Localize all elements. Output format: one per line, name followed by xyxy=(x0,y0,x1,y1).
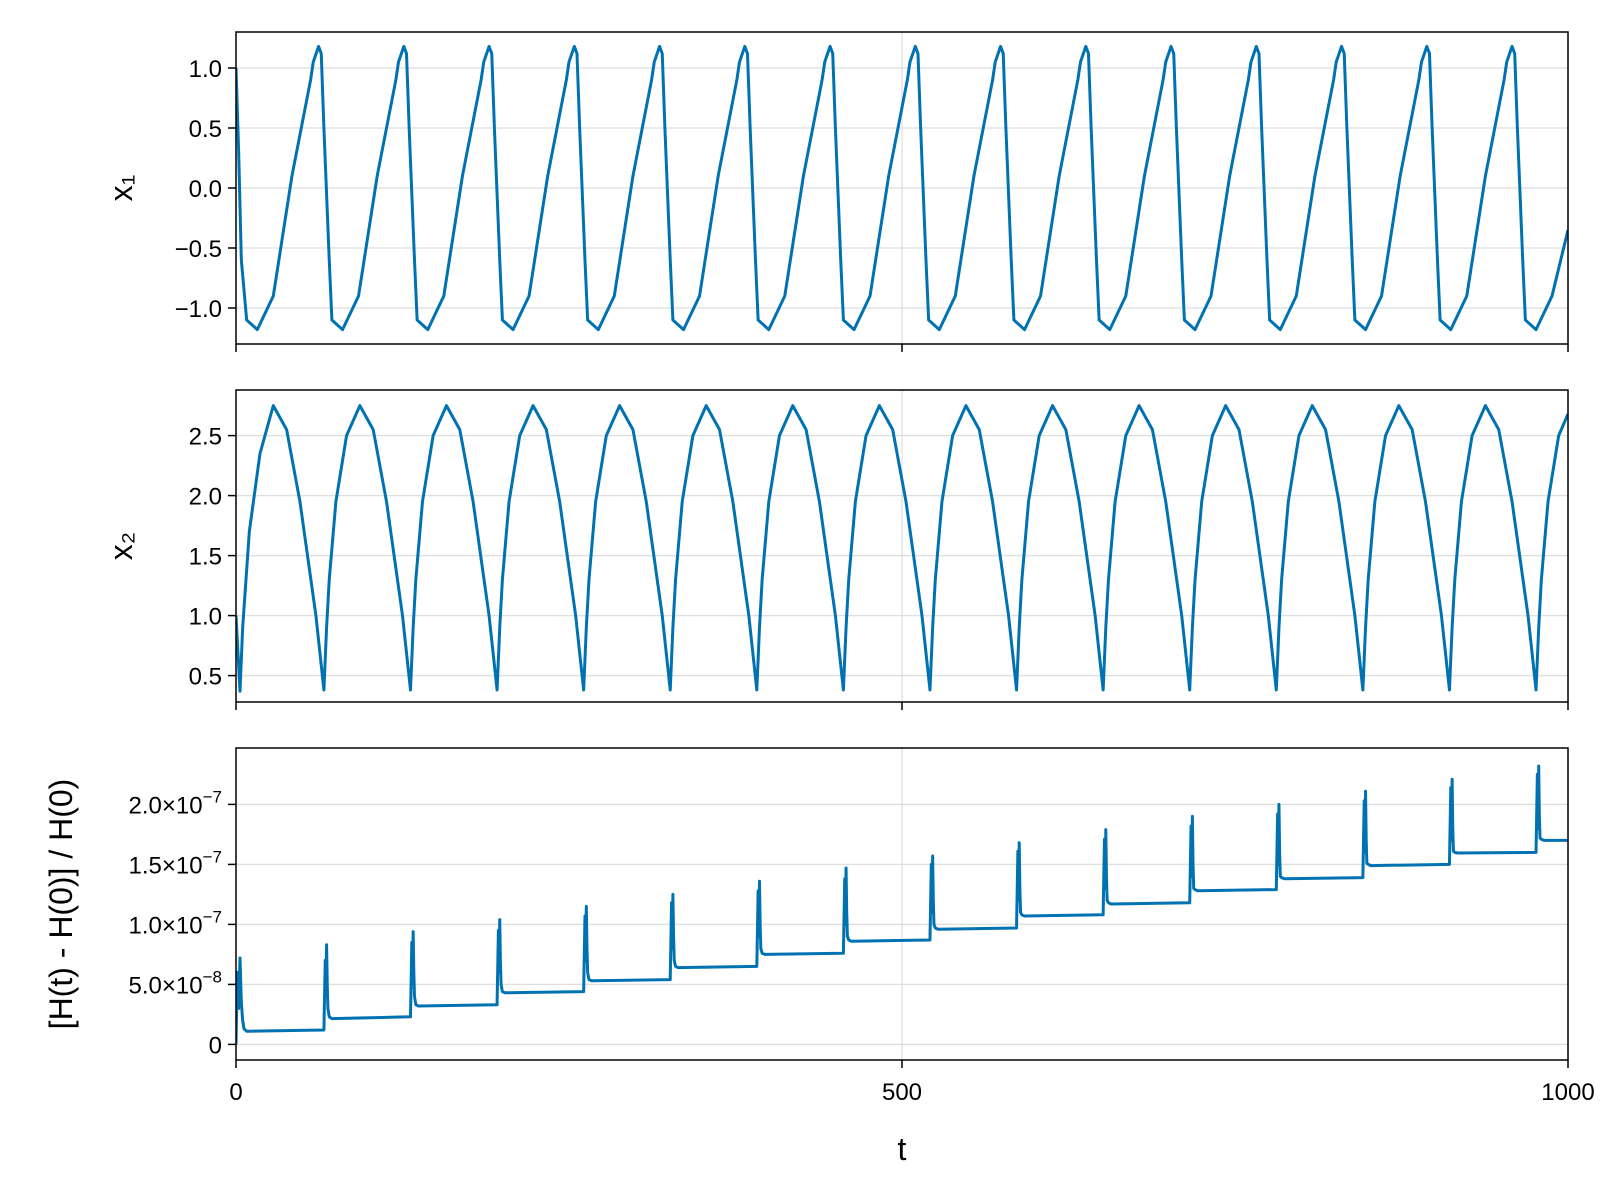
y-tick-label: 0.0 xyxy=(189,176,222,203)
y-tick-label: −1.0 xyxy=(175,296,222,323)
y-tick-label: 1.5×10−7 xyxy=(129,847,222,879)
y-tick-label: 0.5 xyxy=(189,664,222,691)
y-tick-label: 2.5 xyxy=(189,424,222,451)
plot-frame xyxy=(235,747,1569,1061)
y-tick-label: 1.0 xyxy=(189,56,222,83)
y-tick-label: 1.0 xyxy=(189,604,222,631)
plot-frame xyxy=(235,31,1569,345)
series-line xyxy=(236,404,1568,693)
y-tick-label: 1.0×10−7 xyxy=(129,907,222,939)
x-tick-label: 0 xyxy=(229,1079,242,1106)
y-tick-label: 1.5 xyxy=(189,544,222,571)
series-line xyxy=(236,44,1568,332)
y-axis-title: x₂ xyxy=(103,532,139,560)
panel-energy-error: 2.0×10−7 1.5×10−7 1.0×10−7 5.0×10−8 00 500 100… xyxy=(43,747,1595,1106)
y-tick-label: −0.5 xyxy=(175,236,222,263)
series-line xyxy=(236,764,1568,1045)
y-tick-label: 0 xyxy=(209,1032,222,1059)
y-axis-title: [H(t) - H(0)] / H(0) xyxy=(43,779,79,1030)
y-tick-label: 0.5 xyxy=(189,116,222,143)
y-tick-label: 5.0×10−8 xyxy=(129,967,222,999)
panel-x2: 2.5 2.0 1.5 1.0 0.5 x₂ xyxy=(103,389,1569,710)
y-axis-title: x₁ xyxy=(103,175,139,202)
panel-x1: 1.0 0.5 0.0 −0.5 −1.0 x₁ xyxy=(103,31,1569,352)
x-tick-label: 500 xyxy=(882,1079,922,1106)
y-tick-label: 2.0×10−7 xyxy=(129,787,222,819)
y-tick-label: 2.0 xyxy=(189,484,222,511)
plot-frame xyxy=(235,389,1569,703)
x-tick-label: 1000 xyxy=(1541,1079,1594,1106)
x-axis-title: t xyxy=(898,1131,907,1167)
